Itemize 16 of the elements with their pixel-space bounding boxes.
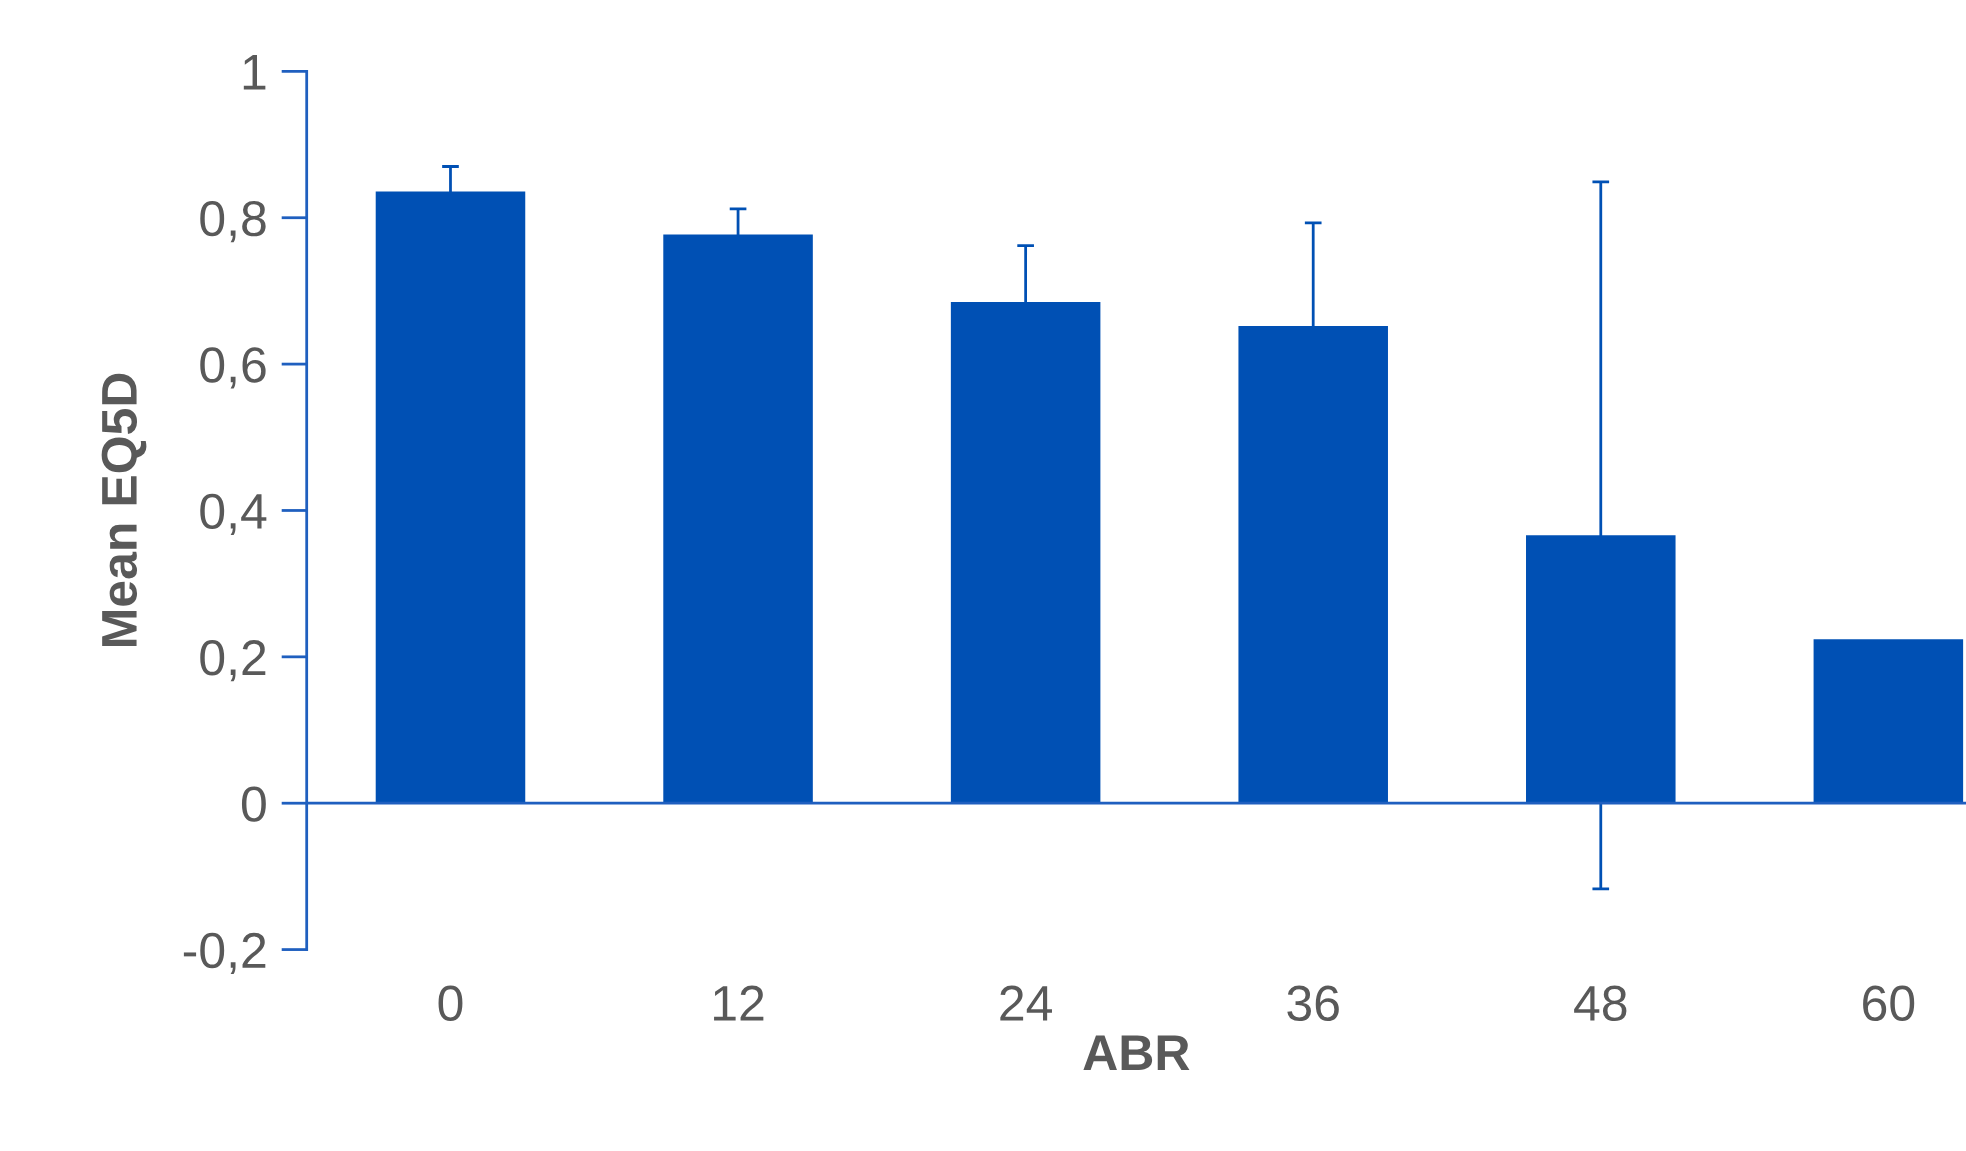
x-tick-label: 48 (1574, 985, 1627, 1022)
y-tick-label: -0,2 (183, 932, 266, 975)
x-tick-label: 24 (1000, 985, 1052, 1021)
y-axis-title: Mean EQ5D (101, 373, 147, 647)
x-tick-label: 36 (1287, 985, 1339, 1022)
x-axis-title: ABR (1083, 1035, 1190, 1070)
y-tick-label: 0 (241, 786, 266, 822)
x-tick-label: 0 (438, 985, 463, 1022)
x-tick-label: 12 (714, 985, 764, 1021)
y-tick-label: 0,6 (200, 347, 266, 389)
y-tick-label: 0,2 (200, 640, 266, 682)
y-tick-label: 0,8 (200, 200, 266, 243)
y-tick-label: 1 (243, 55, 266, 90)
y-tick-label: 0,4 (200, 493, 267, 535)
bar (1813, 639, 1964, 804)
x-tick-label: 60 (1863, 985, 1915, 1022)
